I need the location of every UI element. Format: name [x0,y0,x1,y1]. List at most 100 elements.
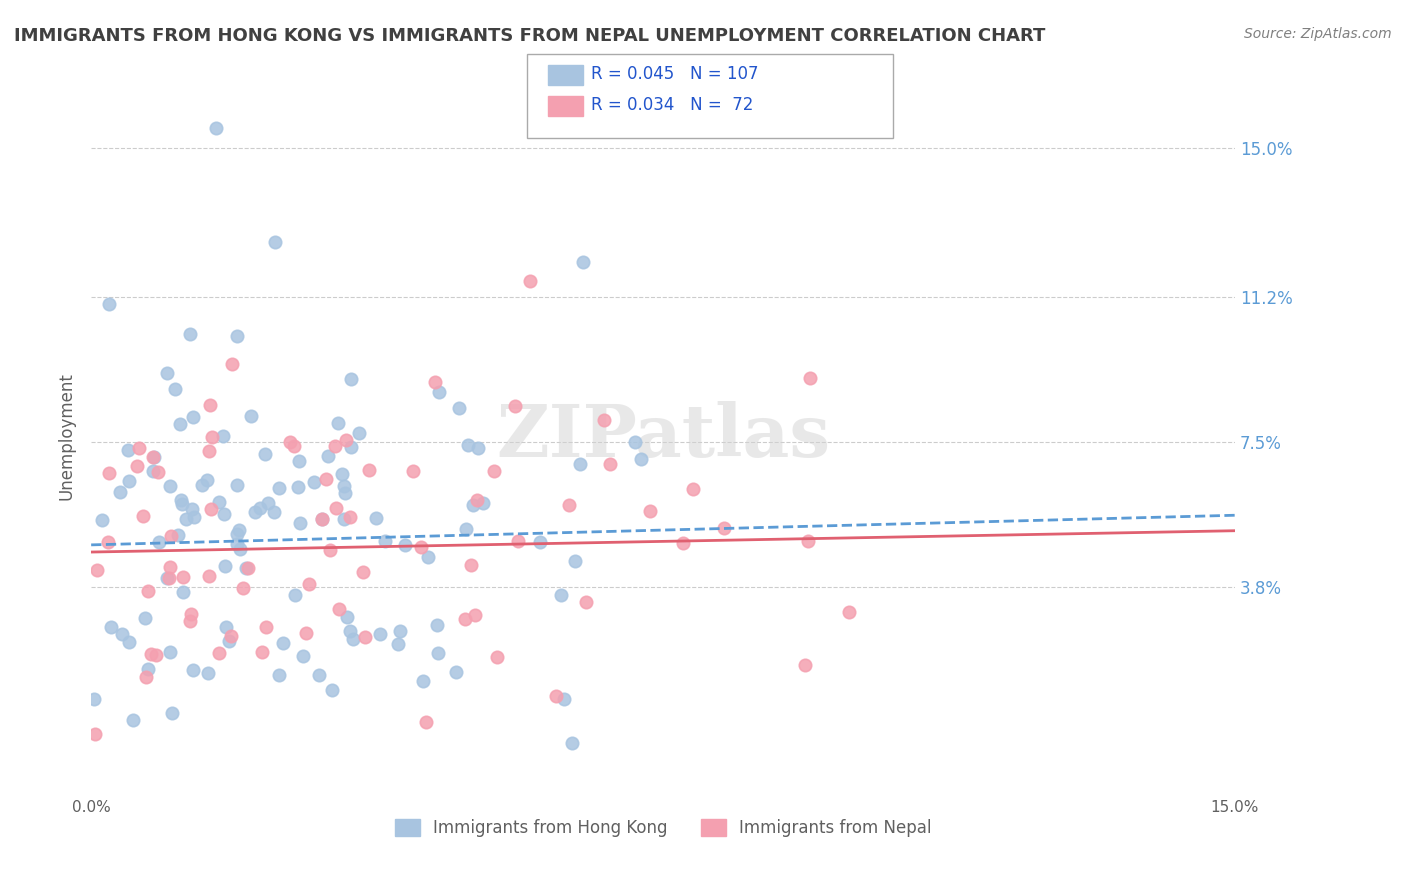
Point [269,668,291,682]
Point [125,458,148,473]
Point [283,439,305,453]
Point [159,560,181,574]
Point [564,554,586,568]
Point [336,609,359,624]
Point [682,482,704,496]
Point [226,537,249,551]
Point [411,541,433,555]
Point [278,434,301,449]
Point [108,485,131,500]
Point [506,534,529,549]
Text: R = 0.034   N =  72: R = 0.034 N = 72 [591,96,752,114]
Point [558,498,581,512]
Point [325,501,347,516]
Point [159,479,181,493]
Point [86,563,108,577]
Point [117,442,139,457]
Point [198,443,221,458]
Point [387,637,409,651]
Point [460,558,482,572]
Point [136,584,159,599]
Point [388,624,411,638]
Point [797,534,820,549]
Point [263,505,285,519]
Point [624,434,647,449]
Point [454,612,477,626]
Point [198,398,221,412]
Text: Source: ZipAtlas.com: Source: ZipAtlas.com [1244,27,1392,41]
Point [254,446,277,460]
Point [134,611,156,625]
Point [330,467,353,481]
Point [84,726,107,740]
Point [339,371,361,385]
Point [174,512,197,526]
Point [374,534,396,549]
Point [342,632,364,646]
Point [181,409,204,424]
Point [486,650,509,665]
Point [146,465,169,479]
Point [156,366,179,380]
Point [172,570,194,584]
Point [145,648,167,662]
Point [592,413,614,427]
Point [323,438,346,452]
Point [339,509,361,524]
Point [335,433,357,447]
Point [328,416,350,430]
Point [291,648,314,663]
Point [232,581,254,595]
Point [100,620,122,634]
Point [394,538,416,552]
Point [401,464,423,478]
Point [427,647,450,661]
Point [287,479,309,493]
Point [139,647,162,661]
Point [97,466,120,480]
Point [132,508,155,523]
Text: IMMIGRANTS FROM HONG KONG VS IMMIGRANTS FROM NEPAL UNEMPLOYMENT CORRELATION CHAR: IMMIGRANTS FROM HONG KONG VS IMMIGRANTS … [14,27,1046,45]
Point [197,665,219,680]
Point [117,634,139,648]
Point [211,428,233,442]
Point [142,450,165,465]
Point [461,498,484,512]
Point [229,541,252,556]
Point [550,588,572,602]
Point [111,627,134,641]
Point [254,620,277,634]
Y-axis label: Unemployment: Unemployment [58,372,75,500]
Point [569,457,592,471]
Text: ZIPatlas: ZIPatlas [496,401,830,472]
Point [215,620,238,634]
Point [311,511,333,525]
Point [183,664,205,678]
Point [321,682,343,697]
Point [316,449,339,463]
Legend: Immigrants from Hong Kong, Immigrants from Nepal: Immigrants from Hong Kong, Immigrants fr… [388,813,938,844]
Point [838,605,860,619]
Text: R = 0.045   N = 107: R = 0.045 N = 107 [591,65,758,83]
Point [339,441,361,455]
Point [249,500,271,515]
Point [457,438,479,452]
Point [169,417,191,431]
Point [226,477,249,491]
Point [269,481,291,495]
Point [553,692,575,706]
Point [630,452,652,467]
Point [672,536,695,550]
Point [190,478,212,492]
Point [311,511,333,525]
Point [201,430,224,444]
Point [295,626,318,640]
Point [271,636,294,650]
Point [195,473,218,487]
Point [366,511,388,525]
Point [118,475,141,489]
Point [427,385,450,400]
Point [354,630,377,644]
Point [599,457,621,471]
Point [128,441,150,455]
